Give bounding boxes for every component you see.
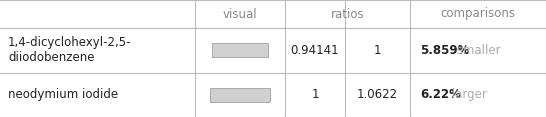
Bar: [210, 88, 270, 102]
Text: neodymium iodide: neodymium iodide: [8, 88, 118, 101]
Text: 5.859%: 5.859%: [420, 44, 470, 57]
Text: 1: 1: [311, 88, 319, 101]
Text: larger: larger: [448, 88, 486, 101]
Text: 1: 1: [374, 44, 381, 57]
Text: 1,4-dicyclohexyl-2,5-
diiodobenzene: 1,4-dicyclohexyl-2,5- diiodobenzene: [8, 36, 132, 64]
Text: comparisons: comparisons: [441, 7, 515, 20]
Bar: [212, 43, 268, 57]
Text: visual: visual: [223, 7, 257, 20]
Text: 1.0622: 1.0622: [357, 88, 398, 101]
Text: smaller: smaller: [453, 44, 501, 57]
Text: 0.94141: 0.94141: [290, 44, 339, 57]
Text: 6.22%: 6.22%: [420, 88, 461, 101]
Text: ratios: ratios: [331, 7, 364, 20]
